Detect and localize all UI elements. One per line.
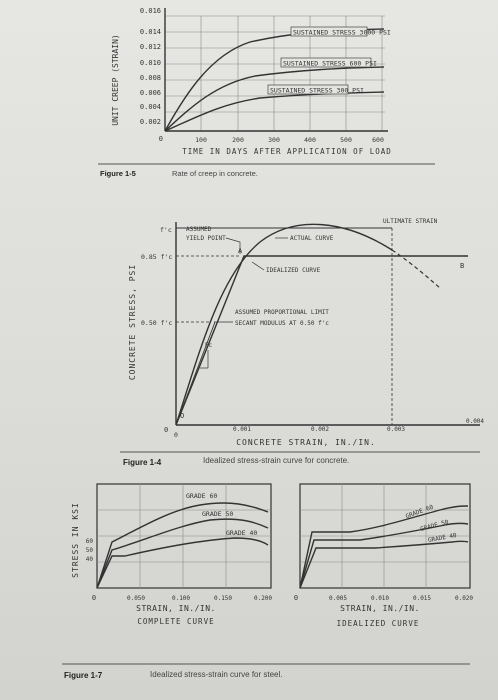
fig14-idealized-curve [175, 255, 468, 426]
fig15-caption-label: Figure 1-5 [100, 169, 136, 178]
fig14-actual-curve-descend [391, 249, 441, 289]
fig14-annot-idealized: IDEALIZED CURVE [266, 267, 321, 274]
fig15-label-300: SUSTAINED STRESS 300 PSI [270, 87, 364, 95]
fig17-left-grade40 [96, 537, 269, 589]
fig15-curve-600 [164, 66, 385, 132]
fig17-ytick: 40 [86, 556, 94, 563]
fig17-left-xtick: 0.050 [127, 595, 145, 602]
fig15-ytick: 0.014 [140, 28, 161, 36]
fig17-left-label-60: GRADE 60 [186, 492, 217, 500]
fig15-xtick: 300 [268, 136, 280, 144]
fig17-caption-label: Figure 1-7 [64, 671, 103, 680]
fig14-xtick: 0.001 [233, 426, 251, 433]
fig17-left-grade60 [96, 502, 269, 589]
fig14-xtick: 0.003 [387, 426, 405, 433]
fig14-xtick: 0.002 [311, 426, 329, 433]
fig17-left-label-40: GRADE 40 [226, 529, 257, 537]
fig14-ylabel: CONCRETE STRESS, PSI [128, 264, 137, 380]
fig17-right-chart: GRADE 60 GRADE 50 GRADE 40 0 0.005 0.010… [294, 483, 473, 628]
fig17-ylabel: STRESS IN KSI [71, 502, 80, 578]
fig17-left-xtick: 0 [92, 594, 96, 602]
fig14-ytick: 0.50 f'c [141, 319, 172, 327]
fig17-right-grade50 [299, 522, 469, 589]
fig15-ytick: 0.004 [140, 103, 161, 111]
fig17-left-xtick: 0.100 [172, 595, 190, 602]
fig14-xtick: 0.004 [466, 418, 484, 425]
fig14-ytick: 0 [164, 426, 168, 434]
fig17-left-xlabel: STRAIN, IN./IN. [136, 604, 216, 613]
fig14-ytick: 0.85 f'c [141, 253, 172, 261]
fig14-secant-line [175, 321, 216, 426]
fig15-xtick: 100 [195, 136, 207, 144]
fig15-label-3000: SUSTAINED STRESS 3000 PSI [293, 29, 391, 37]
fig15-xtick: 500 [340, 136, 352, 144]
fig14-xtick: 0 [174, 431, 178, 439]
fig15-ytick: 0.006 [140, 89, 161, 97]
fig17-right-xlabel: STRAIN, IN./IN. [340, 604, 420, 613]
fig17-right-label-40: GRADE 40 [427, 532, 457, 544]
fig17-left-label-50: GRADE 50 [202, 510, 233, 518]
fig17-ytick: 50 [86, 547, 94, 554]
fig14-caption-text: Idealized stress-strain curve for concre… [203, 456, 349, 465]
fig17-right-xtick: 0.020 [455, 595, 473, 602]
fig14-annot-actual: ACTUAL CURVE [290, 235, 334, 242]
fig15-xtick: 400 [304, 136, 316, 144]
fig17-right-xtick: 0.005 [329, 595, 347, 602]
fig17-left-xtick: 0.200 [254, 595, 272, 602]
fig17-left-grade50 [96, 518, 269, 589]
fig17-right-xtick: 0.010 [371, 595, 389, 602]
fig15-curve-300 [164, 91, 385, 132]
fig14-ytick: f'c [160, 226, 172, 234]
fig14-pt-a: A [238, 247, 243, 255]
fig17-caption-text: Idealized stress-strain curve for steel. [150, 670, 283, 679]
fig17-right-label-50: GRADE 50 [420, 519, 450, 533]
fig15-ytick: 0.002 [140, 118, 161, 126]
fig14-annot-yield: YIELD POINT [186, 235, 226, 242]
fig15-ylabel: UNIT CREEP (STRAIN) [111, 34, 120, 126]
fig17-ytick: 60 [86, 538, 94, 545]
fig14-xlabel: CONCRETE STRAIN, IN./IN. [236, 438, 376, 447]
fig14-annot-prop: ASSUMED PROPORTIONAL LIMIT [235, 309, 329, 316]
fig15-ytick: 0.008 [140, 74, 161, 82]
fig17-left-xtick: 0.150 [214, 595, 232, 602]
fig14-pt-b: B [460, 262, 464, 270]
fig17-right-label-60: GRADE 60 [405, 504, 435, 521]
fig14-pt-ec: Ec [205, 342, 213, 349]
fig17-right-xtick: 0.015 [413, 595, 431, 602]
fig17-right-grade40 [299, 540, 469, 589]
fig15-ytick: 0.012 [140, 43, 161, 51]
fig14-caption-label: Figure 1-4 [123, 458, 162, 467]
fig17-right-sublabel: IDEALIZED CURVE [337, 619, 420, 628]
fig14-annot-ultimate: ULTIMATE STRAIN [383, 218, 438, 225]
fig14-annot-assumed: ASSUMED [186, 226, 212, 233]
fig14-pt-o: O [180, 412, 184, 420]
fig15-label-600: SUSTAINED STRESS 600 PSI [283, 60, 377, 68]
fig15-caption-text: Rate of creep in concrete. [172, 169, 258, 178]
fig15-xtick: 600 [372, 136, 384, 144]
fig15-y-ticks: 0.016 0.014 0.012 0.010 0.008 0.006 0.00… [140, 7, 163, 143]
fig15-xtick: 200 [232, 136, 244, 144]
fig14-annot-secant: SECANT MODULUS AT 0.50 f'c [235, 320, 329, 327]
fig15-x-ticks: 100 200 300 400 500 600 [195, 136, 384, 144]
fig15-ytick: 0.016 [140, 7, 161, 15]
fig17-right-grade60 [299, 505, 469, 589]
fig15-ytick: 0.010 [140, 59, 161, 67]
fig15-xlabel: TIME IN DAYS AFTER APPLICATION OF LOAD [182, 147, 392, 156]
fig17-right-xtick: 0 [294, 594, 298, 602]
fig14-actual-curve [175, 223, 393, 426]
fig17-left-sublabel: COMPLETE CURVE [137, 617, 214, 626]
fig17-left-chart: GRADE 60 GRADE 50 GRADE 40 60 50 40 0 0.… [86, 483, 272, 626]
fig15-ytick: 0 [159, 135, 163, 143]
